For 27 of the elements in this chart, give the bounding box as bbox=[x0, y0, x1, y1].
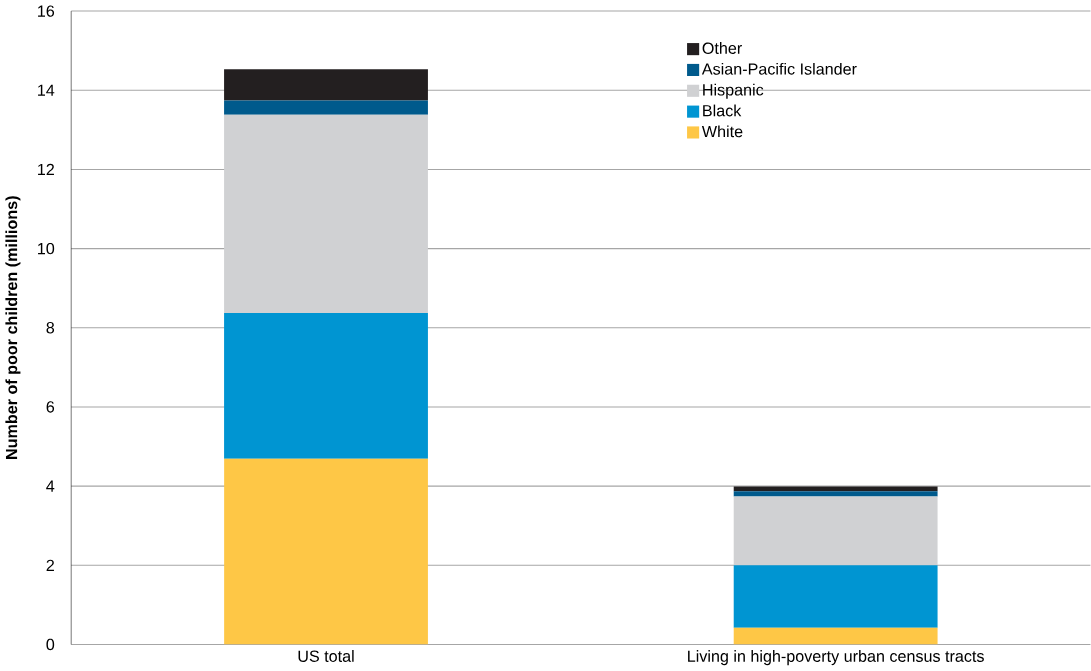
bar bbox=[224, 100, 428, 116]
bar bbox=[733, 628, 938, 645]
bar bbox=[733, 565, 938, 629]
y-tick-label: 8 bbox=[46, 322, 55, 334]
x-tick-label: Living in high-poverty urban census tracts bbox=[688, 650, 984, 666]
y-tick-label: 6 bbox=[46, 401, 55, 413]
bar bbox=[224, 313, 428, 460]
y-axis-title: Number of poor children (millions) bbox=[5, 196, 21, 460]
legend-label: Asian-Pacific Islander bbox=[701, 63, 857, 75]
bar bbox=[733, 486, 938, 492]
bar bbox=[733, 496, 938, 566]
legend-label: Other bbox=[702, 42, 742, 55]
y-tick-label: 0 bbox=[46, 638, 55, 651]
y-tick-label: 12 bbox=[38, 164, 54, 176]
y-tick-label: 2 bbox=[46, 559, 54, 572]
bar bbox=[224, 459, 428, 645]
legend-label: Black bbox=[703, 104, 742, 117]
bar bbox=[224, 115, 428, 314]
legend-label: Hispanic bbox=[703, 83, 764, 100]
x-tick-label: US total bbox=[298, 650, 354, 663]
y-tick-label: 14 bbox=[38, 84, 55, 97]
bar bbox=[224, 69, 428, 101]
y-tick-label: 4 bbox=[46, 480, 55, 492]
y-tick-label: 16 bbox=[38, 5, 55, 18]
bar bbox=[733, 491, 938, 497]
legend-label: White bbox=[701, 125, 743, 138]
y-tick-label: 10 bbox=[38, 243, 55, 255]
